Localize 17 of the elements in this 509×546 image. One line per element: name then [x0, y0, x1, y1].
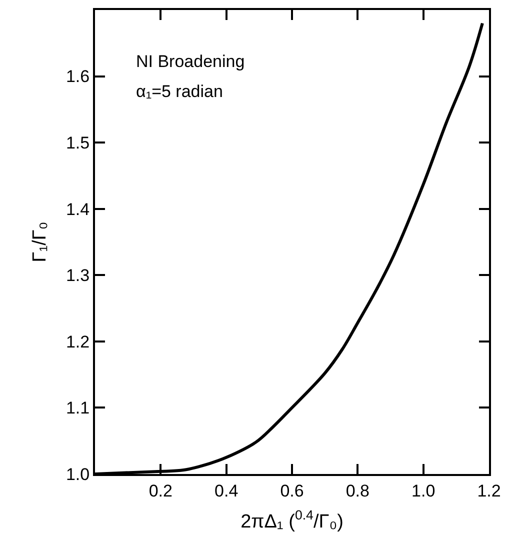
y-axis-title: Γ₁/Γ₀ [29, 222, 50, 262]
x-tick-label: 1.2 [477, 481, 501, 500]
x-tick-label: 1.0 [412, 481, 436, 500]
y-tick-label: 1.2 [66, 332, 90, 352]
x-tick-label: 0.8 [346, 481, 370, 500]
y-tick-label: 1.5 [66, 134, 90, 153]
y-tick-label: 1.0 [66, 464, 90, 484]
x-tick-label: 0.2 [148, 481, 172, 500]
x-tick-label: 0.4 [214, 481, 238, 500]
x-tick-label: 0.6 [280, 481, 304, 500]
annotation: NI Broadening [136, 52, 245, 71]
y-tick-label: 1.1 [66, 398, 90, 418]
annotation: α₁=5 radian [136, 82, 223, 101]
y-tick-label: 1.6 [66, 67, 90, 86]
y-tick-label: 1.3 [66, 266, 90, 286]
x-axis-title: 2πΔ₁ ($^{0.4}$/Γ₀) [240, 508, 344, 533]
y-tick-label: 1.4 [66, 200, 90, 219]
